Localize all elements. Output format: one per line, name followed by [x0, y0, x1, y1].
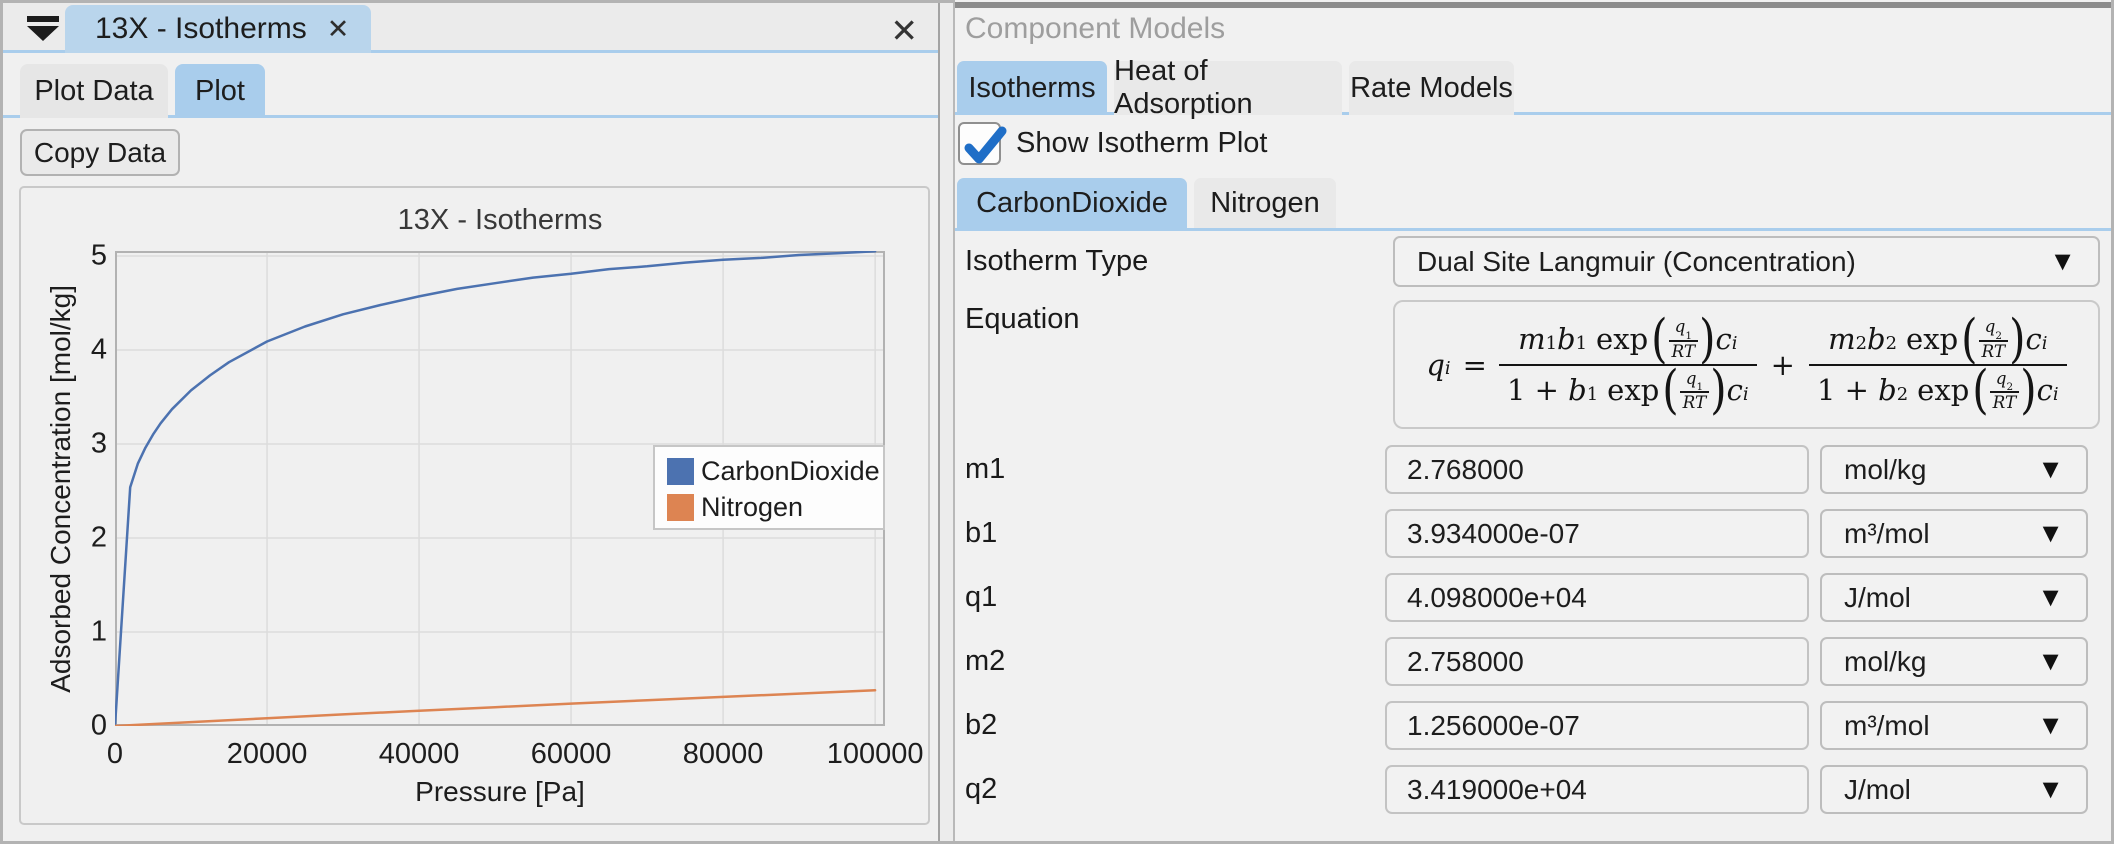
document-tab[interactable]: 13X - Isotherms ✕ — [65, 5, 372, 53]
unit-dropdown-q1[interactable]: J/mol ▼ — [1820, 573, 2088, 622]
unit-dropdown-q2[interactable]: J/mol ▼ — [1820, 765, 2088, 814]
x-axis-ticks: 0 20000 40000 60000 80000 100000 — [106, 738, 924, 770]
chevron-down-icon: ▼ — [2037, 454, 2064, 484]
tab-list-dropdown-icon[interactable] — [27, 16, 59, 42]
tab-nitrogen[interactable]: Nitrogen — [1194, 178, 1336, 228]
param-input-q1[interactable]: 4.098000e+04 — [1385, 573, 1809, 622]
checkmark-icon — [964, 126, 1007, 164]
chevron-down-icon: ▼ — [2037, 518, 2064, 548]
tab-carbondioxide[interactable]: CarbonDioxide — [957, 178, 1187, 228]
checkbox-label: Show Isotherm Plot — [1016, 127, 1268, 159]
equation-term-2: m 2 b 2 exp(q2 RT) c i 1 + b 2 exp(q2 RT) c i — [1808, 312, 2067, 416]
chevron-down-icon: ▼ — [2049, 246, 2076, 276]
tab-plot-data[interactable]: Plot Data — [20, 64, 168, 118]
chart-legend: CarbonDioxide Nitrogen — [653, 445, 885, 530]
legend-swatch-nitrogen — [667, 493, 694, 521]
model-tab-bar: Isotherms Heat of Adsorption Rate Models — [955, 55, 2111, 120]
legend-item: Nitrogen — [667, 489, 883, 525]
unit-dropdown-m1[interactable]: mol/kg ▼ — [1820, 445, 2088, 494]
copy-data-button[interactable]: Copy Data — [20, 129, 180, 176]
component-tab-bar: CarbonDioxide Nitrogen — [955, 178, 2111, 231]
param-input-b1[interactable]: 3.934000e-07 — [1385, 509, 1809, 558]
chevron-down-icon: ▼ — [2037, 582, 2064, 612]
show-isotherm-plot-checkbox[interactable] — [958, 122, 1007, 165]
document-tab-close-icon[interactable]: ✕ — [326, 13, 350, 44]
param-label-q2: q2 — [965, 773, 998, 805]
panel-top-divider — [955, 2, 2111, 8]
y-axis-label: Adsorbed Concentration [mol/kg] — [45, 284, 76, 693]
legend-swatch-carbondioxide — [667, 457, 694, 485]
param-label-m2: m2 — [965, 645, 1006, 677]
isotherm-type-label: Isotherm Type — [965, 245, 1149, 277]
unit-dropdown-b2[interactable]: m³/mol ▼ — [1820, 701, 2088, 750]
plot-area — [115, 251, 885, 726]
unit-dropdown-m2[interactable]: mol/kg ▼ — [1820, 637, 2088, 686]
document-tab-strip: 13X - Isotherms ✕ ✕ — [3, 3, 938, 53]
isotherm-type-dropdown[interactable]: Dual Site Langmuir (Concentration) ▼ — [1393, 236, 2100, 287]
param-input-q2[interactable]: 3.419000e+04 — [1385, 765, 1809, 814]
param-label-b2: b2 — [965, 709, 998, 741]
equation-label: Equation — [965, 303, 1080, 335]
legend-item: CarbonDioxide — [667, 453, 883, 489]
panel-title: Component Models — [965, 12, 1226, 45]
document-tab-label: 13X - Isotherms — [95, 12, 307, 45]
param-label-b1: b1 — [965, 517, 998, 549]
tab-plot[interactable]: Plot — [175, 64, 265, 118]
tab-rate-models[interactable]: Rate Models — [1349, 61, 1514, 115]
chevron-down-icon: ▼ — [2037, 710, 2064, 740]
component-models-panel: Component Models Isotherms Heat of Adsor… — [955, 0, 2111, 841]
param-input-m1[interactable]: 2.768000 — [1385, 445, 1809, 494]
plot-panel: 13X - Isotherms ✕ ✕ Plot Data Plot Copy … — [3, 3, 938, 841]
show-isotherm-plot-row: Show Isotherm Plot — [958, 122, 1267, 165]
tab-isotherms[interactable]: Isotherms — [957, 61, 1107, 115]
equation-term-1: m 1 b 1 exp(q1 RT) c i 1 + b 1 exp(q1 RT) c i — [1498, 312, 1757, 416]
param-input-m2[interactable]: 2.758000 — [1385, 637, 1809, 686]
panel-splitter[interactable] — [938, 3, 955, 841]
param-label-m1: m1 — [965, 453, 1006, 485]
tab-heat-of-adsorption[interactable]: Heat of Adsorption — [1114, 55, 1342, 120]
x-axis-label: Pressure [Pa] — [415, 776, 585, 807]
chevron-down-icon: ▼ — [2037, 774, 2064, 804]
param-label-q1: q1 — [965, 581, 998, 613]
chart-title: 13X - Isotherms — [397, 204, 603, 236]
panel-close-icon[interactable]: ✕ — [890, 12, 918, 49]
chevron-down-icon: ▼ — [2037, 646, 2064, 676]
plot-tab-bar: Plot Data Plot — [3, 56, 938, 118]
param-input-b2[interactable]: 1.256000e-07 — [1385, 701, 1809, 750]
unit-dropdown-b1[interactable]: m³/mol ▼ — [1820, 509, 2088, 558]
